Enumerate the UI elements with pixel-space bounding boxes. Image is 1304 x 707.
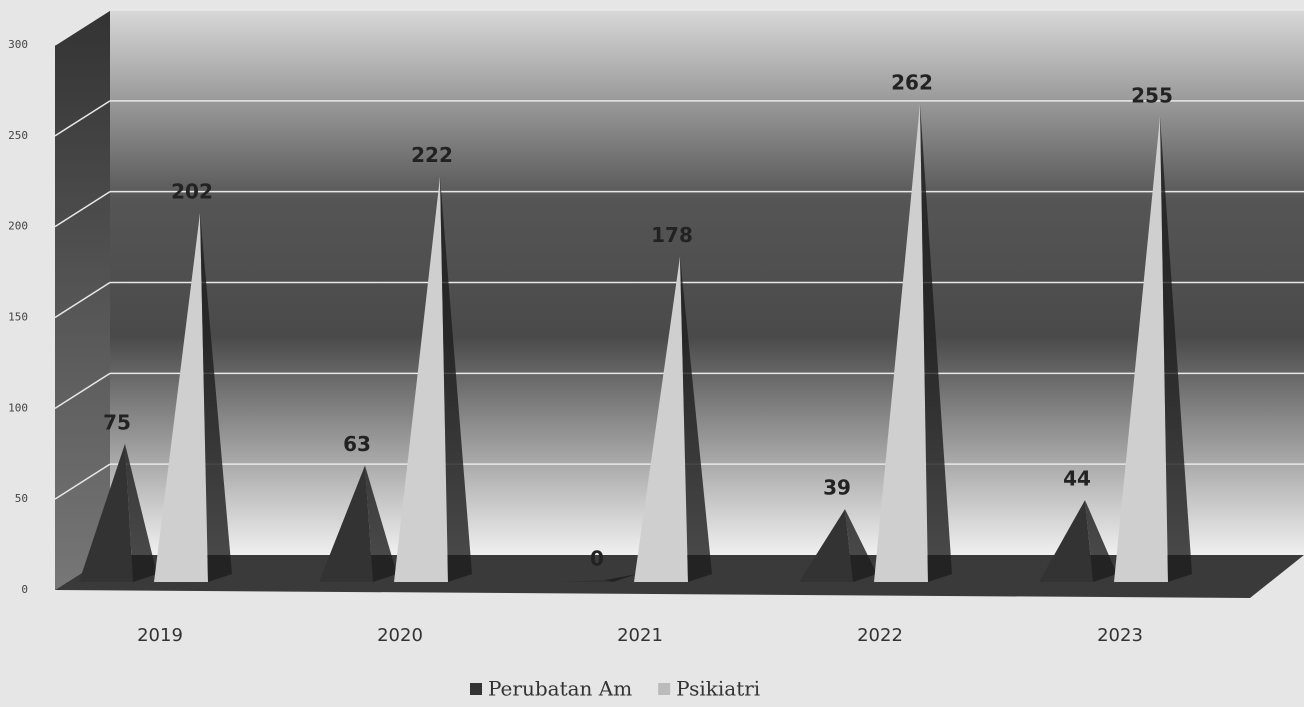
pyramid-front [634, 256, 688, 582]
grid-line [54, 463, 111, 500]
pyramid-side [920, 104, 952, 583]
data-label: 63 [343, 432, 371, 456]
grid-line [54, 372, 111, 409]
pyramid [154, 213, 232, 583]
legend-swatch [658, 683, 671, 695]
pyramid-front [559, 580, 613, 582]
data-label: 75 [103, 410, 131, 434]
pyramid-side [440, 176, 472, 582]
pyramid-side [605, 574, 637, 582]
pyramid-front [154, 213, 208, 583]
pyramid-front [874, 104, 928, 583]
pyramid [799, 509, 877, 582]
x-tick-label: 2022 [857, 625, 903, 646]
data-label: 222 [411, 143, 453, 167]
grid-line [54, 281, 111, 319]
x-tick-label: 2019 [137, 625, 183, 646]
x-tick-label: 2023 [1097, 625, 1143, 646]
pyramid-front [799, 509, 853, 582]
y-tick-label: 150 [8, 311, 28, 324]
x-tick-label: 2021 [617, 625, 663, 646]
pyramid-side [200, 213, 232, 583]
pyramid-side [680, 256, 712, 582]
pyramid-side [845, 509, 877, 582]
pyramid [79, 443, 157, 582]
data-label: 178 [651, 223, 693, 247]
data-label: 202 [171, 180, 213, 204]
y-tick-label: 300 [8, 38, 28, 51]
pyramid [1039, 500, 1117, 582]
pyramid-side [1085, 500, 1117, 582]
y-tick-label: 50 [15, 492, 28, 505]
data-label: 262 [891, 71, 933, 95]
legend-label: Perubatan Am [488, 677, 632, 701]
pyramid-side [125, 443, 157, 582]
y-tick-label: 250 [8, 129, 28, 142]
grid-line [54, 191, 111, 228]
pyramid [874, 104, 952, 583]
y-tick-label: 0 [21, 583, 28, 596]
pyramid-front [79, 443, 133, 582]
data-label: 0 [590, 547, 604, 571]
pyramid-front [319, 465, 373, 582]
pyramid [394, 176, 472, 582]
pyramid [634, 256, 712, 582]
y-tick-label: 100 [8, 401, 28, 414]
pyramid [1114, 116, 1192, 582]
data-label: 39 [823, 476, 851, 500]
data-label: 255 [1131, 83, 1173, 107]
pyramid [319, 465, 397, 582]
pyramid-side [365, 465, 397, 582]
legend-swatch [470, 683, 482, 695]
x-tick-label: 2020 [377, 625, 423, 646]
grid-line [54, 9, 111, 46]
pyramid-side [1160, 116, 1192, 582]
pyramid-front [1039, 500, 1093, 582]
pyramid [559, 574, 637, 582]
data-label: 44 [1063, 467, 1091, 491]
legend-label: Psikiatri [676, 677, 760, 701]
pyramid-front [1114, 116, 1168, 582]
grid-line [54, 100, 111, 137]
y-tick-label: 200 [8, 220, 28, 233]
pyramid-front [394, 176, 448, 582]
